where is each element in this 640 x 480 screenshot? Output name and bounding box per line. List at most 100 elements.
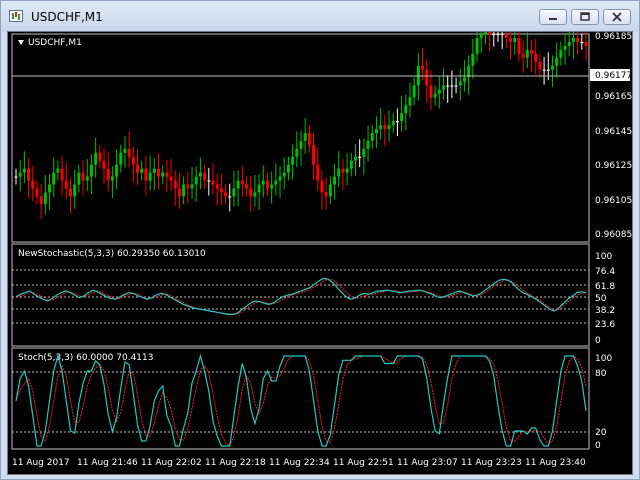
candle-body [77, 172, 81, 185]
newstoch-level: 61.8 [595, 282, 615, 292]
candle-body [282, 172, 286, 177]
candle-body [412, 85, 416, 98]
chart-window-icon [9, 10, 23, 22]
candle-body [333, 176, 337, 185]
candle-body [379, 125, 383, 130]
candle-body [454, 85, 458, 87]
candle-body [404, 105, 408, 114]
candle-body [513, 37, 517, 42]
price-tick: 0.96145 [595, 127, 632, 137]
candle-body [307, 133, 311, 145]
symbol-label: USDCHF,M1 [28, 38, 82, 48]
candle-body [85, 176, 89, 181]
candle-body [190, 184, 194, 189]
close-button[interactable] [603, 9, 631, 25]
candle-body [316, 164, 320, 181]
newstoch-level: 76.4 [595, 267, 615, 277]
candle-body [408, 97, 412, 106]
price-chart[interactable]: 0.96177 USDCHF,M1 0.96185 0.96165 0.9614… [8, 32, 632, 474]
collapse-arrow-icon[interactable] [18, 40, 24, 45]
candle-body [177, 188, 181, 197]
candle-body [228, 196, 232, 198]
price-tick: 0.96105 [595, 196, 632, 206]
minimize-icon [549, 18, 557, 20]
newstoch-main-line [15, 277, 587, 315]
candle-body [207, 180, 211, 182]
candle-body [198, 172, 202, 177]
candle-body [186, 184, 190, 189]
candle-body [48, 184, 52, 193]
candle-body [580, 41, 584, 43]
newstoch-level: 38.2 [595, 306, 615, 316]
candle-body [567, 41, 571, 46]
restore-button[interactable] [571, 9, 599, 25]
candle-body [291, 156, 295, 165]
title-bar[interactable]: USDCHF,M1 [1, 1, 639, 31]
candle-body [64, 180, 68, 189]
candle-body [496, 34, 500, 36]
candle-body [203, 172, 207, 181]
candle-body [98, 152, 102, 161]
candle-body [358, 156, 362, 158]
candle-body [39, 196, 43, 205]
candle-body [442, 85, 445, 90]
chart-area[interactable]: 0.96177 USDCHF,M1 0.96185 0.96165 0.9614… [7, 31, 633, 475]
candle-body [425, 69, 429, 86]
candle-body [270, 184, 274, 189]
stoch-main-line [15, 353, 587, 447]
stoch-label: Stoch(5,3,3) 60.0000 70.4113 [18, 353, 153, 363]
candle-body [349, 160, 353, 169]
candle-body [366, 140, 370, 149]
time-label: 11 Aug 23:40 [525, 458, 586, 468]
stoch-levels [12, 371, 589, 433]
candle-body [182, 184, 186, 197]
candle-body [110, 176, 114, 181]
candle-body [127, 148, 131, 157]
candle-body [211, 180, 215, 185]
newstoch-label: NewStochastic(5,3,3) 60.29350 60.13010 [18, 249, 206, 259]
candle-body [123, 148, 127, 153]
candle-body [115, 164, 119, 177]
stoch-level: 80 [595, 369, 607, 379]
candle-body [312, 144, 316, 165]
candle-body [429, 85, 433, 98]
candle-body [140, 168, 144, 173]
candle-body [521, 53, 525, 58]
candle-body [253, 192, 257, 197]
candle-body [278, 176, 282, 181]
candle-body [517, 37, 521, 54]
candle-body [68, 188, 72, 197]
candle-body [165, 172, 169, 177]
candle-body [245, 184, 249, 189]
candle-body [148, 172, 152, 181]
candle-body [341, 168, 345, 173]
candle-body [530, 49, 534, 54]
time-label: 11 Aug 2017 [12, 458, 70, 468]
newstoch-signal-line [15, 278, 587, 315]
candle-body [492, 34, 496, 36]
candle-body [320, 180, 324, 193]
time-label: 11 Aug 23:07 [397, 458, 458, 468]
candle-body [437, 89, 441, 94]
newstoch-level: 23.6 [595, 320, 615, 330]
candle-body [475, 37, 479, 54]
candle-body [504, 34, 508, 38]
candle-body [161, 172, 165, 177]
stoch-panel-border [11, 347, 590, 450]
newstoch-levels [12, 269, 589, 324]
candle-body [73, 184, 77, 197]
minimize-button[interactable] [539, 9, 567, 25]
newstoch-level: 50 [595, 294, 607, 304]
candle-body [374, 129, 378, 134]
candle-body [555, 57, 559, 66]
candle-body [337, 168, 341, 177]
candle-body [450, 85, 454, 87]
candle-body [56, 168, 60, 173]
candle-body [538, 61, 542, 70]
time-axis: 11 Aug 2017 11 Aug 21:46 11 Aug 22:02 11… [12, 458, 586, 468]
candle-body [236, 180, 240, 189]
candle-body [550, 65, 554, 70]
time-label: 11 Aug 22:34 [269, 458, 330, 468]
candle-body [324, 192, 328, 197]
